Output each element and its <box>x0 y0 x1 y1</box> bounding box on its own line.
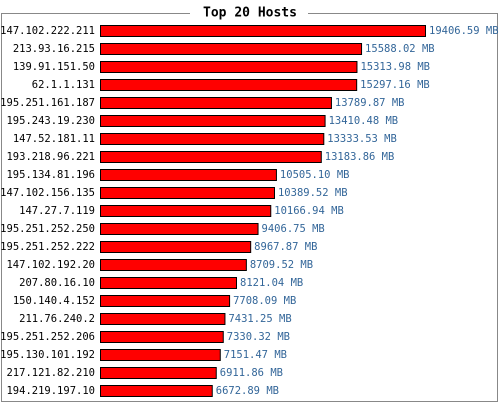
category-label: 195.251.252.250 <box>0 223 95 235</box>
bar <box>100 241 252 253</box>
value-label: 10166.94 MB <box>274 205 344 217</box>
category-label: 62.1.1.131 <box>32 79 95 91</box>
bar <box>100 151 322 163</box>
category-label: 195.134.81.196 <box>6 169 95 181</box>
bar <box>100 385 213 397</box>
category-label: 211.76.240.2 <box>19 313 95 325</box>
value-label: 15588.02 MB <box>365 43 435 55</box>
value-label: 13183.86 MB <box>325 151 395 163</box>
category-label: 139.91.151.50 <box>13 61 95 73</box>
value-label: 8121.04 MB <box>240 277 303 289</box>
category-label: 217.121.82.210 <box>6 367 95 379</box>
value-label: 7708.09 MB <box>233 295 296 307</box>
bar <box>100 277 238 289</box>
bar <box>100 79 358 91</box>
category-label: 147.52.181.11 <box>13 133 95 145</box>
category-label: 195.251.161.187 <box>0 97 95 109</box>
category-label: 147.102.222.211 <box>0 25 95 37</box>
category-label: 207.80.16.10 <box>19 277 95 289</box>
value-label: 15313.98 MB <box>360 61 430 73</box>
category-label: 195.251.252.222 <box>0 241 95 253</box>
category-label: 147.102.192.20 <box>6 259 95 271</box>
bar <box>100 295 231 307</box>
value-label: 7431.25 MB <box>228 313 291 325</box>
bar <box>100 97 332 109</box>
bar <box>100 367 217 379</box>
bar <box>100 223 259 235</box>
value-label: 10505.10 MB <box>280 169 350 181</box>
bar <box>100 61 358 73</box>
bar <box>100 259 247 271</box>
bar <box>100 43 363 55</box>
value-label: 10389.52 MB <box>278 187 348 199</box>
value-label: 13333.53 MB <box>327 133 397 145</box>
value-label: 6911.86 MB <box>220 367 283 379</box>
category-label: 194.219.197.10 <box>6 385 95 397</box>
value-label: 13410.48 MB <box>329 115 399 127</box>
value-label: 8967.87 MB <box>254 241 317 253</box>
value-label: 9406.75 MB <box>262 223 325 235</box>
value-label: 7330.32 MB <box>227 331 290 343</box>
bar <box>100 187 275 199</box>
category-label: 193.218.96.221 <box>6 151 95 163</box>
bar <box>100 169 277 181</box>
bar <box>100 349 221 361</box>
bar <box>100 313 226 325</box>
title-backdrop <box>190 4 308 22</box>
bar <box>100 133 325 145</box>
bar <box>100 115 326 127</box>
bar <box>100 205 272 217</box>
value-label: 7151.47 MB <box>224 349 287 361</box>
category-label: 195.130.101.192 <box>0 349 95 361</box>
category-label: 150.140.4.152 <box>13 295 95 307</box>
bar <box>100 25 426 37</box>
category-label: 195.251.252.206 <box>0 331 95 343</box>
value-label: 6672.89 MB <box>216 385 279 397</box>
chart-title: Top 20 Hosts <box>203 6 297 21</box>
category-label: 147.27.7.119 <box>19 205 95 217</box>
value-label: 13789.87 MB <box>335 97 405 109</box>
category-label: 147.102.156.135 <box>0 187 95 199</box>
value-label: 19406.59 MB <box>429 25 499 37</box>
value-label: 8709.52 MB <box>250 259 313 271</box>
bar <box>100 331 224 343</box>
category-label: 213.93.16.215 <box>13 43 95 55</box>
value-label: 15297.16 MB <box>360 79 430 91</box>
category-label: 195.243.19.230 <box>6 115 95 127</box>
